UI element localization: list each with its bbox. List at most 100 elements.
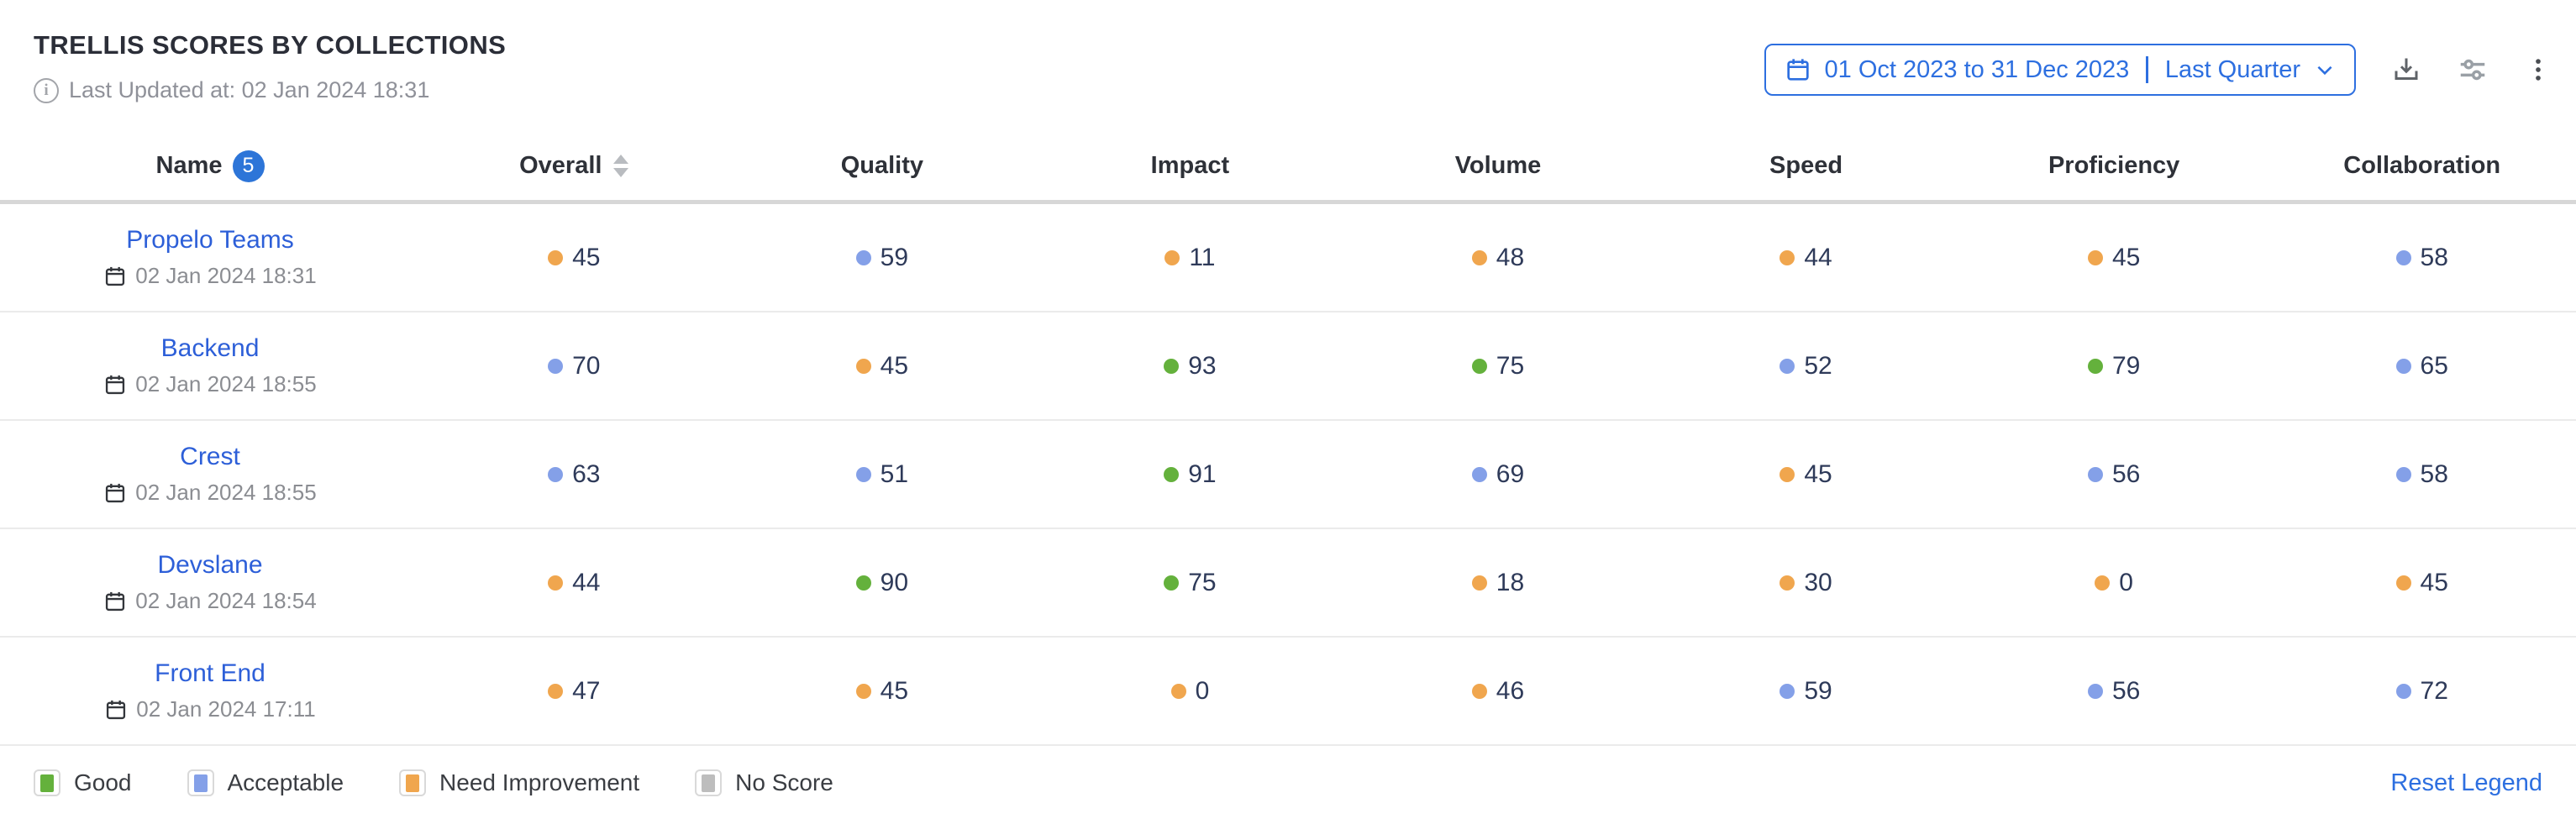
- score-value: 75: [1496, 351, 1525, 380]
- column-header-label: Volume: [1454, 152, 1542, 179]
- legend-label: Need Improvement: [439, 769, 640, 795]
- score-status-dot: [2087, 683, 2103, 699]
- score-cell: 47: [420, 677, 728, 706]
- score-value: 47: [572, 676, 601, 705]
- legend-item-need-improvement[interactable]: Need Improvement: [399, 769, 639, 796]
- score-cell: 65: [2268, 352, 2576, 381]
- score-status-dot: [2395, 575, 2411, 591]
- column-header-quality: Quality: [728, 152, 1037, 180]
- score-cell: 44: [420, 569, 728, 597]
- collection-link[interactable]: Crest: [180, 443, 240, 470]
- name-cell: Propelo Teams 02 Jan 2024 18:31: [0, 226, 420, 289]
- column-header-collaboration: Collaboration: [2268, 152, 2576, 180]
- score-status-dot: [1780, 358, 1795, 374]
- score-status-dot: [1164, 358, 1180, 374]
- legend-item-good[interactable]: Good: [34, 769, 132, 796]
- score-cell: 0: [1960, 569, 2268, 597]
- collection-link[interactable]: Propelo Teams: [126, 226, 294, 254]
- column-header-label: Quality: [840, 152, 923, 179]
- name-cell: Devslane 02 Jan 2024 18:54: [0, 551, 420, 614]
- download-icon[interactable]: [2391, 55, 2421, 85]
- score-cell: 58: [2268, 244, 2576, 272]
- score-status-dot: [2087, 466, 2103, 482]
- score-cell: 72: [2268, 677, 2576, 706]
- score-value: 45: [1804, 459, 1832, 488]
- legend-item-no-score[interactable]: No Score: [695, 769, 833, 796]
- score-status-dot: [1780, 466, 1795, 482]
- score-status-dot: [2087, 358, 2103, 374]
- trellis-table: Name 5 Overall Quality Impact Volume Spe…: [0, 132, 2576, 746]
- table-row: Crest 02 Jan 2024 18:55 63 51 91 69 45 56 58: [0, 421, 2576, 529]
- row-timestamp: 02 Jan 2024 18:55: [103, 371, 317, 397]
- score-status-dot: [2395, 466, 2411, 482]
- row-timestamp: 02 Jan 2024 18:55: [103, 480, 317, 506]
- date-preset-text: Last Quarter: [2164, 55, 2300, 83]
- score-value: 59: [1804, 676, 1832, 705]
- kebab-menu-icon[interactable]: [2524, 55, 2552, 84]
- collection-link[interactable]: Backend: [160, 334, 260, 362]
- name-cell: Backend 02 Jan 2024 18:55: [0, 334, 420, 397]
- score-value: 52: [1804, 351, 1832, 380]
- sort-icon[interactable]: [613, 155, 629, 177]
- legend-label: Acceptable: [227, 769, 344, 795]
- score-value: 72: [2420, 676, 2448, 705]
- score-value: 0: [2119, 568, 2133, 596]
- date-range-text: 01 Oct 2023 to 31 Dec 2023: [1824, 55, 2130, 83]
- score-value: 58: [2420, 459, 2448, 488]
- column-header-impact: Impact: [1036, 152, 1344, 180]
- legend-swatch: [695, 769, 723, 796]
- score-cell: 56: [1960, 677, 2268, 706]
- score-status-dot: [855, 249, 871, 265]
- column-header-proficiency: Proficiency: [1960, 152, 2268, 180]
- score-cell: 59: [1652, 677, 1960, 706]
- score-value: 63: [572, 459, 601, 488]
- timestamp-text: 02 Jan 2024 17:11: [136, 696, 316, 722]
- score-status-dot: [1164, 466, 1180, 482]
- score-value: 0: [1195, 676, 1210, 705]
- score-value: 48: [1496, 243, 1525, 271]
- score-status-dot: [1164, 249, 1180, 265]
- widget-header: TRELLIS SCORES BY COLLECTIONS i Last Upd…: [0, 0, 2576, 103]
- row-timestamp: 02 Jan 2024 18:54: [103, 588, 317, 614]
- score-status-dot: [1164, 575, 1180, 591]
- score-status-dot: [548, 575, 564, 591]
- column-header-volume: Volume: [1344, 152, 1653, 180]
- score-status-dot: [2395, 249, 2411, 265]
- score-cell: 45: [2268, 569, 2576, 597]
- settings-sliders-icon[interactable]: [2457, 54, 2489, 86]
- calendar-icon: [1785, 56, 1811, 83]
- reset-legend-link[interactable]: Reset Legend: [2390, 769, 2542, 796]
- score-cell: 59: [728, 244, 1037, 272]
- date-divider: [2146, 56, 2148, 83]
- collection-link[interactable]: Front End: [155, 659, 265, 687]
- score-status-dot: [1471, 466, 1487, 482]
- score-status-dot: [855, 575, 871, 591]
- column-header-label: Speed: [1769, 152, 1843, 179]
- score-value: 45: [2111, 243, 2141, 271]
- collection-link[interactable]: Devslane: [157, 551, 263, 579]
- column-header-speed: Speed: [1652, 152, 1960, 180]
- score-cell: 69: [1344, 460, 1653, 489]
- score-status-dot: [548, 358, 564, 374]
- calendar-icon: [103, 590, 127, 613]
- score-cell: 58: [2268, 460, 2576, 489]
- score-value: 44: [572, 568, 601, 596]
- score-value: 44: [1804, 243, 1832, 271]
- score-status-dot: [548, 249, 564, 265]
- legend-item-acceptable[interactable]: Acceptable: [187, 769, 344, 796]
- score-status-dot: [1471, 358, 1487, 374]
- score-value: 69: [1496, 459, 1525, 488]
- table-row: Propelo Teams 02 Jan 2024 18:31 45 59 11 48 44…: [0, 204, 2576, 312]
- score-cell: 45: [728, 677, 1037, 706]
- table-row: Devslane 02 Jan 2024 18:54 44 90 75 18 30 0 45: [0, 529, 2576, 638]
- date-range-button[interactable]: 01 Oct 2023 to 31 Dec 2023 Last Quarter: [1764, 44, 2356, 96]
- score-value: 56: [2111, 676, 2141, 705]
- column-header-label: Name: [155, 152, 223, 179]
- row-timestamp: 02 Jan 2024 17:11: [104, 696, 316, 722]
- info-icon: i: [34, 77, 59, 103]
- score-value: 58: [2420, 243, 2448, 271]
- legend-label: No Score: [735, 769, 833, 795]
- column-header-overall[interactable]: Overall: [420, 152, 728, 180]
- score-cell: 46: [1344, 677, 1653, 706]
- widget-title: TRELLIS SCORES BY COLLECTIONS: [34, 30, 507, 60]
